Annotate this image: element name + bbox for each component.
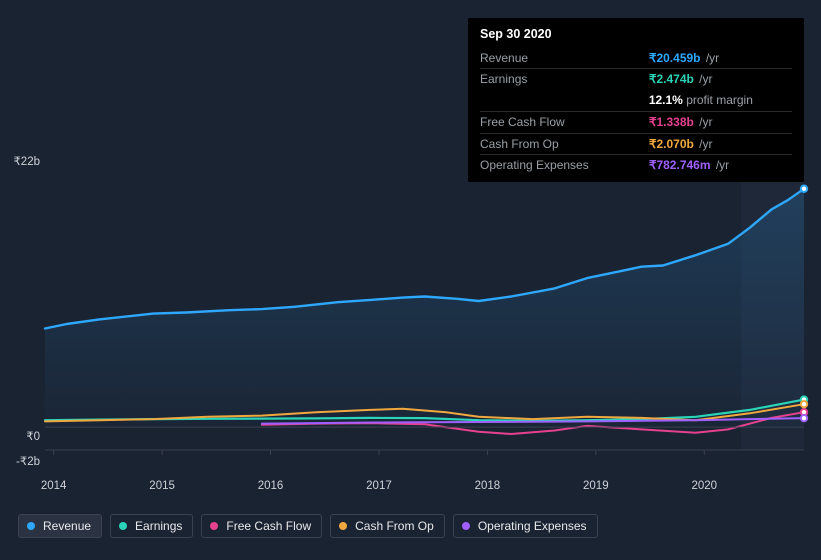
- tooltip-row-value: ₹20.459b /yr: [649, 48, 792, 69]
- legend-dot-icon: [27, 522, 35, 530]
- legend-item-fcf[interactable]: Free Cash Flow: [201, 514, 322, 538]
- tooltip-row: Free Cash Flow₹1.338b /yr: [480, 111, 792, 133]
- tooltip-row-value: ₹782.746m /yr: [649, 155, 792, 176]
- legend-item-label: Free Cash Flow: [226, 519, 311, 533]
- tooltip-row-label: Operating Expenses: [480, 155, 649, 176]
- x-axis-label: 2018: [475, 480, 501, 492]
- tooltip-row-label: Revenue: [480, 48, 649, 69]
- tooltip-table: Revenue₹20.459b /yrEarnings₹2.474b /yr 1…: [480, 48, 792, 177]
- tooltip-row-label: Free Cash Flow: [480, 111, 649, 133]
- x-axis-label: 2015: [149, 480, 175, 492]
- chart-tooltip: Sep 30 2020 Revenue₹20.459b /yrEarnings₹…: [468, 18, 804, 182]
- tooltip-row-value: ₹2.474b /yr: [649, 69, 792, 90]
- legend-dot-icon: [339, 522, 347, 530]
- x-axis-label: 2019: [583, 480, 609, 492]
- tooltip-row-label: Earnings: [480, 69, 649, 90]
- tooltip-row: Operating Expenses₹782.746m /yr: [480, 155, 792, 176]
- x-axis-label: 2017: [366, 480, 392, 492]
- x-axis-label: 2014: [41, 480, 67, 492]
- tooltip-date: Sep 30 2020: [480, 26, 792, 44]
- tooltip-subrow: 12.1% profit margin: [480, 90, 792, 111]
- legend-dot-icon: [462, 522, 470, 530]
- legend-dot-icon: [119, 522, 127, 530]
- tooltip-row: Cash From Op₹2.070b /yr: [480, 133, 792, 155]
- chart-legend: Revenue Earnings Free Cash Flow Cash From O…: [18, 514, 598, 538]
- legend-dot-icon: [210, 522, 218, 530]
- legend-item-label: Operating Expenses: [478, 519, 587, 533]
- tooltip-row-value: ₹2.070b /yr: [649, 133, 792, 155]
- legend-item-label: Cash From Op: [355, 519, 434, 533]
- legend-item-label: Earnings: [135, 519, 182, 533]
- tooltip-row: Earnings₹2.474b /yr: [480, 69, 792, 90]
- x-axis-label: 2016: [258, 480, 284, 492]
- legend-item-revenue[interactable]: Revenue: [18, 514, 102, 538]
- tooltip-row-label: Cash From Op: [480, 133, 649, 155]
- legend-item-earnings[interactable]: Earnings: [110, 514, 193, 538]
- tooltip-row: Revenue₹20.459b /yr: [480, 48, 792, 69]
- x-axis-label: 2020: [691, 480, 717, 492]
- tooltip-row-value: ₹1.338b /yr: [649, 111, 792, 133]
- legend-item-cfo[interactable]: Cash From Op: [330, 514, 445, 538]
- legend-item-opex[interactable]: Operating Expenses: [453, 514, 598, 538]
- legend-item-label: Revenue: [43, 519, 91, 533]
